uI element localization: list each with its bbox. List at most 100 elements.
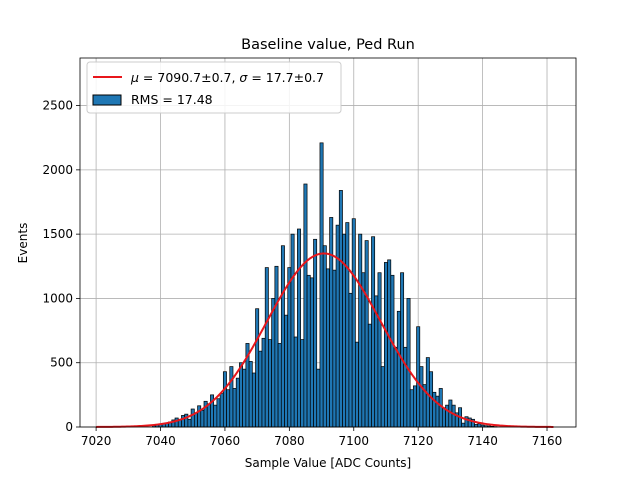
- x-tick-label: 7140: [467, 434, 498, 448]
- legend: μ = 7090.7±0.7, σ = 17.7±0.7 RMS = 17.48: [86, 61, 342, 114]
- x-tick-label: 7060: [210, 434, 241, 448]
- histogram-bar: [219, 393, 224, 428]
- histogram-bar: [216, 398, 221, 428]
- x-tick-label: 7100: [338, 434, 369, 448]
- x-axis-label: Sample Value [ADC Counts]: [245, 456, 411, 470]
- histogram-bar: [277, 343, 282, 428]
- histogram-bar: [396, 310, 401, 428]
- y-tick-label: 1500: [42, 227, 73, 241]
- histogram-bar: [461, 422, 466, 428]
- histogram-bar: [258, 350, 263, 428]
- histogram-bar: [387, 259, 392, 428]
- axes-frame: [79, 57, 577, 428]
- histogram-bar: [232, 388, 237, 428]
- histogram-bar: [187, 418, 192, 428]
- chart-title: Baseline value, Ped Run: [241, 37, 415, 53]
- histogram-bar: [300, 339, 305, 428]
- histogram-bar: [268, 339, 272, 428]
- histogram-bar: [367, 323, 372, 428]
- legend-histogram-label: RMS = 17.48: [131, 92, 213, 107]
- histogram-bar: [264, 267, 269, 428]
- histogram-bar: [261, 337, 266, 428]
- histogram-bar: [329, 217, 334, 428]
- histogram-bar: [322, 245, 327, 428]
- histogram-bar: [335, 224, 340, 428]
- histogram-bar: [297, 228, 301, 428]
- histogram-bar: [274, 265, 279, 428]
- histogram-bar: [222, 371, 227, 428]
- histogram-bar: [326, 268, 330, 428]
- histogram-bar: [197, 405, 202, 428]
- histogram-bar: [284, 314, 289, 428]
- histogram-bar: [403, 346, 408, 428]
- y-tick-label: 2000: [42, 163, 73, 177]
- y-tick-label: 1000: [42, 291, 73, 305]
- histogram-bar: [316, 368, 321, 428]
- histogram-bar: [377, 272, 382, 428]
- histogram-bar: [361, 272, 366, 428]
- histogram-bar: [451, 404, 456, 428]
- histogram-bar: [419, 366, 424, 428]
- histogram-bar: [332, 269, 337, 428]
- histogram-bar: [355, 341, 359, 428]
- histogram-bar: [358, 233, 363, 428]
- x-tick-label: 7080: [274, 434, 305, 448]
- histogram-bar: [235, 377, 240, 428]
- histogram-bar: [441, 407, 446, 428]
- histogram-bar: [313, 238, 318, 428]
- histogram-bar: [287, 267, 292, 428]
- histogram-bar: [242, 368, 247, 428]
- histogram-bar: [251, 372, 256, 428]
- histogram-bar: [239, 362, 243, 428]
- histogram-bar: [174, 417, 179, 428]
- histogram-bar: [280, 245, 285, 428]
- axis-ticks: 7020 7040 7060 7080 7100 7120 7140 7160 0 500 1000…: [42, 99, 562, 448]
- x-tick-label: 7160: [532, 434, 563, 448]
- histogram-bar: [435, 395, 440, 428]
- legend-histogram-swatch: [92, 94, 122, 106]
- histogram-bar: [413, 385, 417, 428]
- histogram-bar: [380, 366, 385, 428]
- histogram-bar: [181, 415, 186, 428]
- histogram-bar: [271, 298, 276, 428]
- histogram-bar: [190, 408, 195, 428]
- histogram-bar: [371, 236, 376, 428]
- histogram-bar: [226, 389, 231, 428]
- x-tick-label: 7020: [81, 434, 112, 448]
- histogram-bar: [303, 183, 308, 428]
- histogram-bar: [477, 423, 482, 428]
- histogram-bar: [400, 272, 405, 428]
- histogram-bar: [200, 409, 205, 428]
- histogram-bar: [432, 391, 437, 428]
- y-tick-label: 500: [50, 356, 73, 370]
- histogram-bar: [306, 274, 311, 428]
- histogram-bar: [255, 308, 260, 428]
- histogram-bar: [290, 233, 295, 428]
- histogram-bar: [229, 366, 234, 428]
- histogram-bar: [351, 218, 356, 428]
- y-axis-label: Events: [16, 223, 30, 264]
- histogram-bar: [416, 326, 421, 428]
- y-tick-label: 0: [65, 420, 73, 434]
- histogram-bar: [384, 262, 388, 428]
- histogram-bar: [319, 142, 324, 428]
- legend-fit-label: μ = 7090.7±0.7, σ = 17.7±0.7: [130, 70, 324, 85]
- histogram-bar: [390, 274, 395, 428]
- histogram-bar: [393, 346, 398, 428]
- histogram-bar: [309, 277, 314, 428]
- x-tick-label: 7040: [145, 434, 176, 448]
- x-tick-label: 7120: [403, 434, 434, 448]
- gaussian-fit-curve: [96, 252, 554, 428]
- histogram-bar: [338, 190, 343, 428]
- histogram-bar: [364, 240, 369, 428]
- histogram-bar: [348, 292, 353, 428]
- y-tick-label: 2500: [42, 99, 73, 113]
- histogram-bar: [213, 404, 218, 428]
- histogram-bar: [293, 336, 298, 428]
- histogram-bar: [193, 412, 198, 428]
- legend-box: [86, 61, 342, 114]
- histogram-bar: [345, 222, 350, 428]
- histogram-bar: [206, 403, 211, 428]
- histogram-bar: [406, 298, 411, 428]
